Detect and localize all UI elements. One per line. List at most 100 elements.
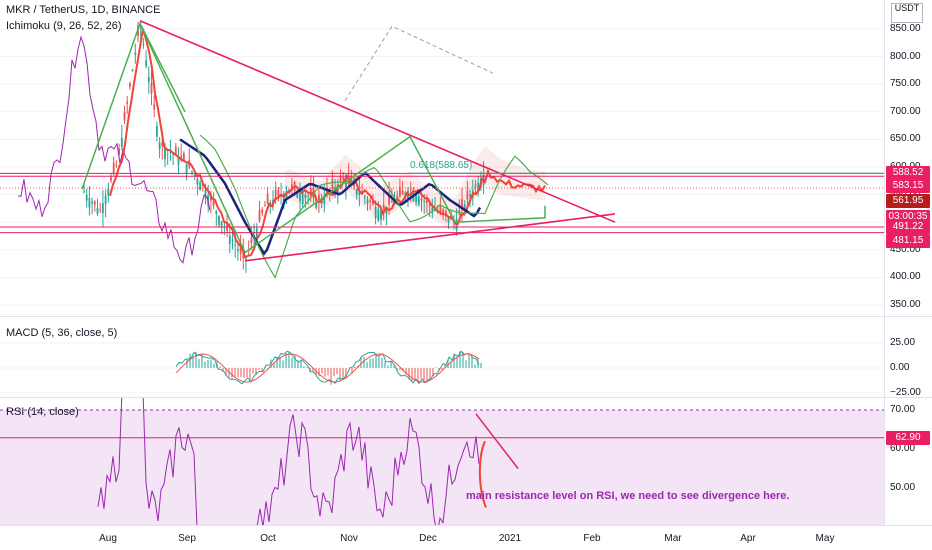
candle-body (407, 190, 409, 201)
time-axis-label[interactable]: Feb (583, 533, 601, 544)
candle-body (183, 153, 185, 161)
candle-body (442, 209, 444, 215)
candle-body (185, 163, 188, 173)
candle-body (390, 200, 393, 203)
macd-histogram-bar (420, 368, 422, 379)
candle-body (110, 177, 112, 181)
macd-tick-label: 0.00 (890, 362, 910, 373)
base-line (179, 138, 482, 256)
rsi-tag[interactable]: 62.90 (886, 430, 930, 445)
leading-span (199, 134, 549, 279)
macd-histogram-bar (261, 368, 263, 372)
fib-label: 0.618(588.65) (410, 160, 473, 171)
macd-histogram-bar (480, 362, 482, 368)
macd-histogram-bar (198, 359, 200, 368)
price-tag[interactable]: 583.15 (886, 179, 930, 194)
price-tag[interactable]: 481.15 (886, 233, 930, 248)
time-axis-label[interactable]: Oct (260, 533, 276, 544)
price-tag[interactable]: 491.22 (886, 220, 930, 235)
macd-histogram-bar (237, 368, 239, 378)
candle-body (255, 228, 258, 239)
macd-histogram-bar (342, 368, 344, 380)
macd-histogram-bar (294, 354, 296, 368)
time-axis-label[interactable]: Dec (419, 533, 437, 544)
candle-body (234, 244, 237, 246)
symbol-legend[interactable]: MKR / TetherUS, 1D, BINANCE (6, 4, 161, 16)
candle-body (161, 141, 164, 147)
macd-pane[interactable]: MACD (5, 36, close, 5) (0, 317, 884, 397)
ichimoku-legend[interactable]: Ichimoku (9, 26, 52, 26) (6, 20, 122, 32)
candle-body (218, 216, 220, 226)
candle-body (107, 188, 110, 196)
rsi-pane[interactable]: RSI (14, close) (0, 398, 884, 525)
candle-body (196, 178, 199, 185)
candle-body (447, 217, 450, 223)
candle-body (129, 83, 131, 87)
candle-body (193, 174, 196, 176)
candle-body (250, 237, 253, 244)
candle-body (299, 192, 301, 201)
rsi-tick-label: 60.00 (890, 443, 916, 454)
time-axis-label[interactable]: Apr (740, 533, 756, 544)
price-tag[interactable]: 588.52 (886, 166, 930, 181)
candle-body (115, 164, 118, 166)
macd-histogram-bar (387, 365, 389, 368)
candle-body (93, 201, 96, 205)
candle-body (331, 178, 334, 190)
price-pane[interactable]: MKR / TetherUS, 1D, BINANCE Ichimoku (9,… (0, 0, 884, 316)
time-axis-label[interactable]: Nov (340, 533, 358, 544)
time-axis-label[interactable]: Mar (664, 533, 682, 544)
candle-body (199, 182, 201, 191)
macd-histogram-bar (201, 353, 203, 368)
macd-histogram-bar (216, 361, 218, 368)
pane-divider[interactable] (0, 397, 932, 398)
candle-body (174, 146, 177, 156)
candle-body (150, 82, 153, 94)
conversion-line (109, 28, 546, 259)
macd-chart[interactable] (0, 317, 884, 397)
harmonic-pattern (81, 21, 546, 254)
macd-histogram-bar (390, 360, 392, 368)
macd-histogram-bar (225, 368, 227, 376)
macd-histogram-bar (231, 368, 233, 379)
candle-body (420, 198, 423, 201)
macd-histogram-bar (321, 368, 323, 374)
time-axis-label[interactable]: 2021 (498, 533, 522, 544)
candle-body (245, 258, 247, 260)
rsi-chart[interactable] (0, 398, 884, 525)
macd-histogram-bar (222, 368, 224, 372)
macd-histogram-bar (429, 368, 431, 380)
candle-body (469, 194, 471, 197)
macd-histogram-bar (381, 357, 383, 368)
candle-body (88, 198, 91, 208)
price-chart[interactable] (0, 0, 884, 316)
macd-tick-label: −25.00 (890, 387, 921, 398)
candle-body (177, 157, 180, 165)
pane-divider[interactable] (0, 316, 932, 317)
currency-label[interactable]: USDT (891, 3, 923, 23)
time-axis-label[interactable]: May (815, 533, 835, 544)
candle-body (264, 205, 266, 207)
macd-histogram-bar (435, 367, 437, 368)
macd-legend[interactable]: MACD (5, 36, close, 5) (6, 327, 118, 339)
time-axis-label[interactable]: Sep (178, 533, 196, 544)
macd-histogram-bar (339, 368, 341, 381)
macd-histogram-bar (393, 365, 395, 368)
candle-body (204, 190, 207, 199)
price-tag[interactable]: 561.95 (886, 194, 930, 208)
candle-body (239, 247, 242, 254)
candle-body (169, 151, 172, 153)
time-axis-divider (0, 525, 932, 526)
candle-body (380, 210, 382, 220)
macd-histogram-bar (195, 351, 197, 368)
macd-histogram-bar (423, 368, 425, 383)
time-axis-label[interactable]: Aug (99, 533, 117, 544)
rsi-peak-mark (478, 440, 487, 508)
candle-body (382, 204, 385, 209)
rsi-tick-label: 50.00 (890, 482, 916, 493)
macd-histogram-bar (366, 361, 368, 368)
macd-histogram-bar (312, 368, 314, 372)
candle-body (139, 27, 142, 29)
price-axis[interactable] (884, 0, 932, 525)
rsi-legend[interactable]: RSI (14, close) (6, 406, 79, 418)
